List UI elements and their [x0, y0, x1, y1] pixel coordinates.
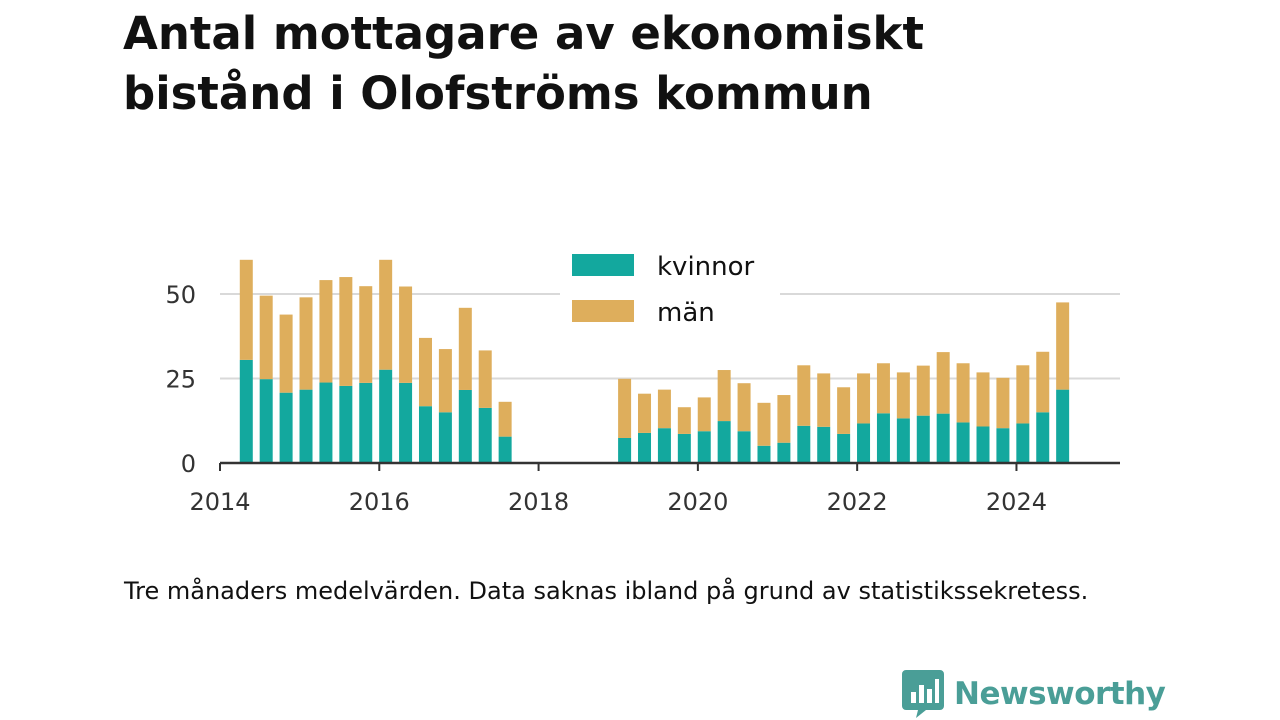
bar-kvinnor	[737, 431, 751, 463]
bar-man	[299, 297, 313, 390]
bar-kvinnor	[279, 392, 293, 463]
x-tick-label: 2014	[189, 488, 250, 516]
bar-man	[976, 372, 990, 427]
y-tick-label: 25	[165, 365, 196, 393]
footnote: Tre månaders medelvärden. Data saknas ib…	[124, 577, 1089, 605]
chart-title: Antal mottagare av ekonomiskt bistånd i …	[123, 7, 924, 120]
bar-man	[717, 370, 731, 422]
bar-kvinnor	[837, 433, 851, 463]
bar-man	[936, 352, 950, 414]
bar-kvinnor	[399, 382, 413, 463]
brand-name: Newsworthy	[954, 676, 1166, 712]
bar-man	[418, 337, 432, 407]
bar-man	[876, 363, 890, 414]
axes: 0 25 50 2014 2016 2018 2020 2022 2024	[165, 281, 1120, 516]
bar-man	[996, 377, 1010, 429]
bar-man	[1056, 302, 1070, 390]
bar-man	[379, 259, 393, 370]
bar-kvinnor	[697, 431, 711, 463]
bar-man	[857, 373, 871, 424]
bar-kvinnor	[1036, 412, 1050, 463]
bar-kvinnor	[1016, 423, 1030, 463]
bar-kvinnor	[299, 389, 313, 463]
legend-label: kvinnor	[657, 252, 755, 282]
bar-kvinnor	[777, 442, 791, 463]
chart-area: 0 25 50 2014 2016 2018 2020 2022 2024 kvinnor män	[165, 244, 1120, 516]
newsworthy-logo-icon	[902, 670, 944, 718]
bar-man	[618, 378, 632, 438]
bar-man	[817, 373, 831, 427]
bar-man	[339, 277, 353, 386]
bar-kvinnor	[438, 412, 452, 463]
y-tick-label: 50	[165, 281, 196, 309]
bar-kvinnor	[896, 418, 910, 463]
legend-label: män	[657, 298, 715, 328]
bar-man	[478, 350, 492, 408]
bar-kvinnor	[976, 426, 990, 463]
bar-man	[737, 383, 751, 432]
bar-man	[638, 393, 652, 433]
bar-man	[916, 365, 930, 416]
bar-kvinnor	[956, 422, 970, 463]
bar-man	[319, 280, 333, 383]
bar-kvinnor	[1056, 389, 1070, 463]
bar-man	[896, 372, 910, 419]
bar-kvinnor	[817, 426, 831, 463]
bar-kvinnor	[657, 428, 671, 463]
bar-man	[438, 349, 452, 413]
y-tick-label: 0	[181, 450, 196, 478]
x-tick-label: 2016	[349, 488, 410, 516]
bar-kvinnor	[857, 423, 871, 463]
bar-man	[697, 397, 711, 432]
bar-kvinnor	[418, 406, 432, 463]
bar-kvinnor	[996, 428, 1010, 463]
bar-man	[279, 314, 293, 393]
bar-kvinnor	[359, 382, 373, 463]
bar-man	[657, 389, 671, 429]
bar-kvinnor	[379, 369, 393, 463]
bar-man	[239, 259, 253, 360]
x-tick-label: 2024	[986, 488, 1047, 516]
legend: kvinnor män	[560, 244, 780, 340]
bar-kvinnor	[797, 425, 811, 463]
bar-man	[757, 402, 771, 446]
stacked-bar-chart: 0 25 50 2014 2016 2018 2020 2022 2024 kvinnor män	[165, 244, 1120, 516]
bar-kvinnor	[239, 359, 253, 463]
bar-kvinnor	[259, 379, 273, 463]
bar-kvinnor	[618, 437, 632, 463]
bar-kvinnor	[458, 389, 472, 463]
x-tick-label: 2022	[827, 488, 888, 516]
legend-swatch	[572, 300, 634, 322]
x-tick-label: 2020	[667, 488, 728, 516]
bar-man	[797, 365, 811, 426]
bar-kvinnor	[498, 436, 512, 463]
bar-kvinnor	[638, 432, 652, 463]
bar-kvinnor	[319, 382, 333, 463]
brand-logo: Newsworthy	[902, 670, 1166, 718]
bar-man	[956, 363, 970, 423]
bar-man	[677, 407, 691, 434]
bar-kvinnor	[916, 415, 930, 463]
bar-kvinnor	[757, 445, 771, 463]
x-tick-label: 2018	[508, 488, 569, 516]
bar-man	[259, 295, 273, 380]
bar-man	[359, 286, 373, 383]
bar-man	[399, 286, 413, 383]
bar-kvinnor	[478, 407, 492, 463]
bar-kvinnor	[677, 433, 691, 463]
bar-kvinnor	[339, 385, 353, 463]
bars	[239, 259, 1070, 463]
bar-man	[777, 395, 791, 443]
bar-man	[837, 387, 851, 434]
bar-man	[498, 401, 512, 437]
bar-man	[1036, 351, 1050, 413]
bar-kvinnor	[936, 413, 950, 463]
bar-kvinnor	[717, 421, 731, 463]
bar-man	[1016, 365, 1030, 424]
bar-man	[458, 307, 472, 390]
bar-kvinnor	[876, 413, 890, 463]
legend-swatch	[572, 254, 634, 276]
